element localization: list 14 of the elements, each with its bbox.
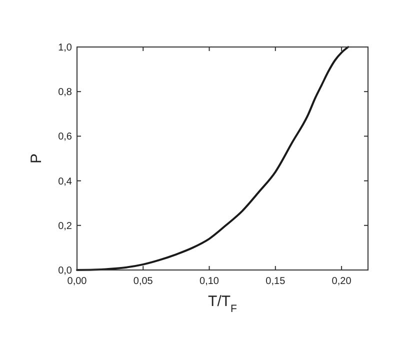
line-series (76, 46, 350, 271)
y-tick-label: 0,6 (58, 132, 72, 143)
x-tick-label: 0,15 (266, 276, 286, 287)
x-tick-label: 0,00 (67, 276, 88, 287)
y-axis-title: P (28, 153, 45, 164)
x-tick-label: 0,05 (133, 276, 154, 287)
y-tick-label: 0,8 (58, 87, 72, 98)
y-tick-label: 0,4 (58, 176, 72, 188)
x-axis-title: T/T$_{F}$ (208, 293, 237, 315)
y-tick-label: 1,0 (58, 42, 72, 54)
y-tick-label: 0,2 (58, 220, 72, 232)
x-tick-label: 0,20 (332, 276, 352, 287)
y-tick-label: 0,0 (58, 266, 72, 276)
x-tick-label: 0,10 (200, 276, 220, 287)
